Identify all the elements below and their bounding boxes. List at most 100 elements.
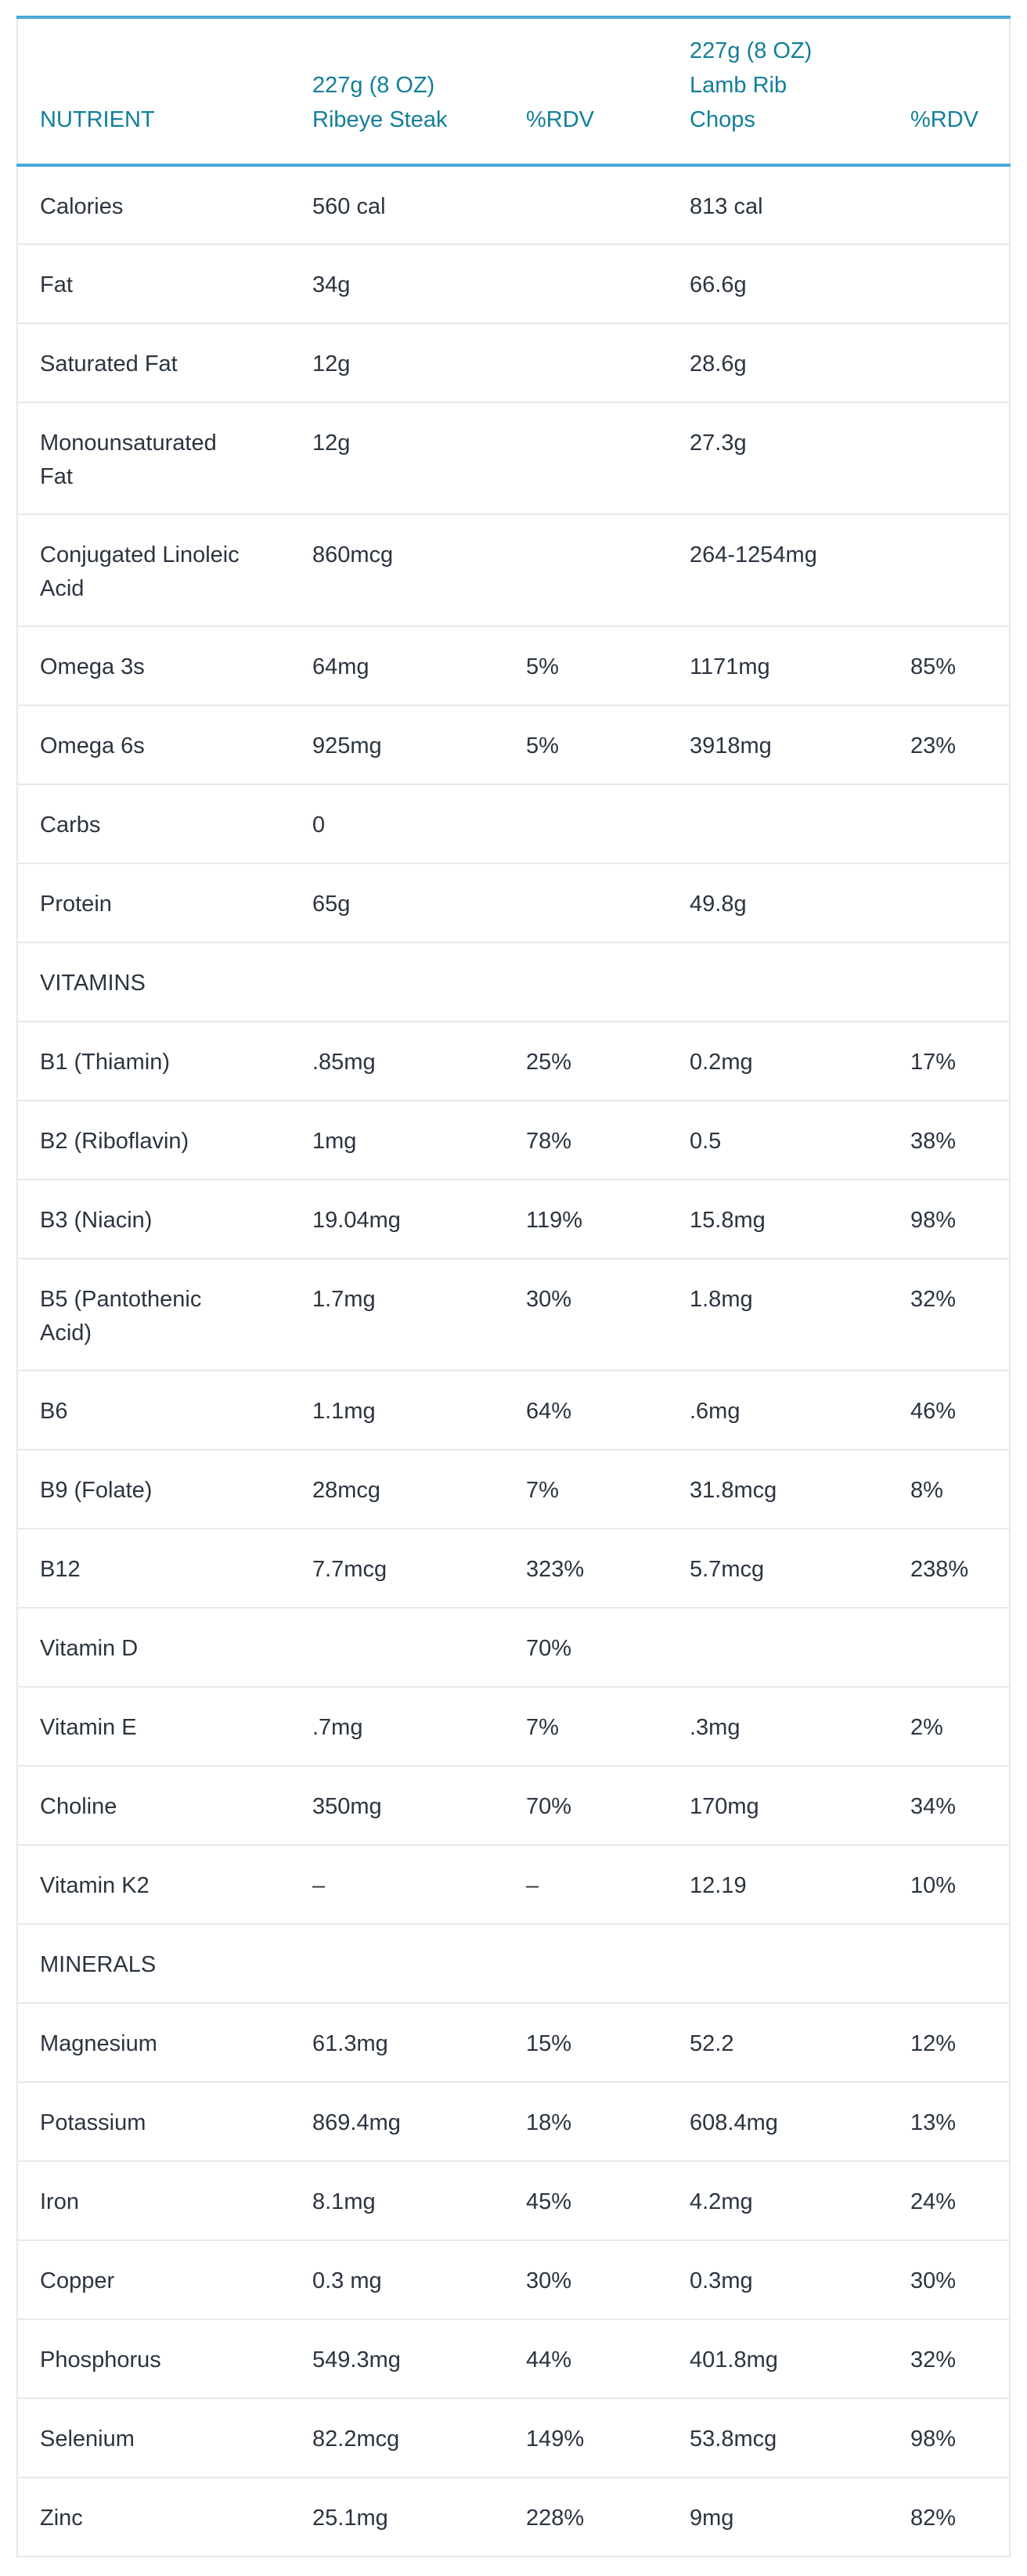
food2-amount: 1171mg <box>668 626 888 706</box>
food1-rdv: 45% <box>504 2161 668 2241</box>
food1-amount: 560 cal <box>290 165 504 245</box>
nutrient-name: Omega 3s <box>17 626 290 706</box>
table-row: Fat 34g 66.6g <box>17 244 1010 324</box>
nutrient-name-line: Omega 6s <box>40 733 145 758</box>
food1-rdv <box>504 165 668 245</box>
food1-amount: 7.7mcg <box>290 1529 504 1609</box>
food2-amount: 813 cal <box>668 165 888 245</box>
nutrient-name: B1 (Thiamin) <box>17 1021 290 1101</box>
nutrient-name-line: Vitamin E <box>40 1715 137 1740</box>
food1-amount: 28mcg <box>290 1450 504 1529</box>
header-rdv1: %RDV <box>504 17 668 167</box>
food2-rdv <box>888 244 1010 324</box>
food1-rdv: 30% <box>504 1259 668 1371</box>
food2-amount: 0.5 <box>668 1101 888 1180</box>
nutrient-name-line: Phosphorus <box>40 2347 161 2372</box>
food1-amount: 860mcg <box>290 514 504 627</box>
food1-amount: 12g <box>290 323 504 403</box>
food1-rdv: – <box>504 1845 668 1925</box>
food1-amount: 8.1mg <box>290 2161 504 2241</box>
table-row: Calories 560 cal 813 cal <box>17 165 1010 245</box>
table-body: Calories 560 cal 813 cal Fat 34g 66.6g Saturat… <box>17 165 1010 2557</box>
food2-amount: 31.8mcg <box>668 1450 888 1529</box>
food1-rdv: 30% <box>504 2240 668 2320</box>
table-row: Magnesium 61.3mg 15% 52.2 12% <box>17 2003 1010 2083</box>
nutrient-name-line: Carbs <box>40 812 101 838</box>
food2-amount: 401.8mg <box>668 2319 888 2399</box>
food1-rdv: 70% <box>504 1608 668 1688</box>
food1-amount <box>290 942 504 1022</box>
food1-rdv: 7% <box>504 1450 668 1529</box>
food1-rdv <box>504 784 668 864</box>
nutrient-name: B3 (Niacin) <box>17 1180 290 1259</box>
food2-amount: .6mg <box>668 1371 888 1450</box>
nutrient-name-line: Choline <box>40 1794 117 1819</box>
food2-rdv: 238% <box>888 1529 1010 1609</box>
header-nutrient: NUTRIENT <box>17 17 290 167</box>
nutrient-name-line: B12 <box>40 1557 81 1582</box>
food2-amount: 0.3mg <box>668 2240 888 2320</box>
table-row: Conjugated Linoleic Acid 860mcg 264-1254mg <box>17 514 1010 627</box>
nutrient-name-line: MINERALS <box>40 1952 157 1977</box>
food1-amount: 19.04mg <box>290 1180 504 1259</box>
food2-rdv <box>888 514 1010 627</box>
food1-amount: 1.7mg <box>290 1259 504 1371</box>
food1-amount: 12g <box>290 402 504 515</box>
table-row: B6 1.1mg 64% .6mg 46% <box>17 1371 1010 1450</box>
food1-amount: 549.3mg <box>290 2319 504 2399</box>
header-food1-line1: 227g (8 OZ) <box>312 73 435 98</box>
food1-rdv <box>504 244 668 324</box>
nutrient-name: Magnesium <box>17 2003 290 2083</box>
food2-rdv: 30% <box>888 2240 1010 2320</box>
nutrient-name: B12 <box>17 1529 290 1609</box>
table-row: Copper 0.3 mg 30% 0.3mg 30% <box>17 2240 1010 2320</box>
food1-rdv: 228% <box>504 2477 668 2557</box>
nutrient-name: Iron <box>17 2161 290 2241</box>
food2-rdv: 2% <box>888 1687 1010 1767</box>
nutrient-name-line: B2 (Riboflavin) <box>40 1129 189 1154</box>
food1-rdv <box>504 1924 668 2004</box>
header-food1-line2: Ribeye Steak <box>312 107 448 132</box>
header-food2: 227g (8 OZ) Lamb Rib Chops <box>668 17 888 167</box>
table-header: NUTRIENT 227g (8 OZ) Ribeye Steak %RDV 2… <box>17 17 1010 167</box>
food2-rdv: 46% <box>888 1371 1010 1450</box>
food2-amount: 27.3g <box>668 402 888 515</box>
food1-rdv <box>504 402 668 515</box>
food2-rdv <box>888 165 1010 245</box>
food1-amount: 82.2mcg <box>290 2398 504 2478</box>
food2-rdv <box>888 942 1010 1022</box>
food1-rdv: 18% <box>504 2082 668 2162</box>
table-row: B9 (Folate) 28mcg 7% 31.8mcg 8% <box>17 1450 1010 1529</box>
food1-rdv: 7% <box>504 1687 668 1767</box>
nutrient-name: Copper <box>17 2240 290 2320</box>
nutrient-name: Vitamin E <box>17 1687 290 1767</box>
nutrient-name: Saturated Fat <box>17 323 290 403</box>
food1-amount: – <box>290 1845 504 1925</box>
food2-rdv: 98% <box>888 2398 1010 2478</box>
nutrient-name-line: Acid) <box>40 1320 92 1346</box>
food1-rdv: 15% <box>504 2003 668 2083</box>
nutrient-name-line: Fat <box>40 272 73 297</box>
nutrient-name: Calories <box>17 165 290 245</box>
header-food2-line2: Lamb Rib <box>690 73 787 98</box>
nutrient-name-line: Vitamin D <box>40 1636 139 1661</box>
food1-amount: 61.3mg <box>290 2003 504 2083</box>
food2-amount <box>668 784 888 864</box>
nutrient-name: Fat <box>17 244 290 324</box>
food2-amount <box>668 1924 888 2004</box>
table-row: Selenium 82.2mcg 149% 53.8mcg 98% <box>17 2398 1010 2478</box>
food2-amount: 1.8mg <box>668 1259 888 1371</box>
food2-amount: 15.8mg <box>668 1180 888 1259</box>
table-row: Vitamin E .7mg 7% .3mg 2% <box>17 1687 1010 1767</box>
food2-amount: 4.2mg <box>668 2161 888 2241</box>
header-rdv2: %RDV <box>888 17 1010 167</box>
nutrient-name: Omega 6s <box>17 705 290 785</box>
table-row: B5 (Pantothenic Acid) 1.7mg 30% 1.8mg 32% <box>17 1259 1010 1371</box>
nutrient-name-line: Calories <box>40 194 124 219</box>
table-row: Choline 350mg 70% 170mg 34% <box>17 1766 1010 1846</box>
nutrition-table-container: NUTRIENT 227g (8 OZ) Ribeye Steak %RDV 2… <box>16 16 1011 2557</box>
food1-amount: 350mg <box>290 1766 504 1846</box>
food1-rdv <box>504 942 668 1022</box>
nutrient-name: Selenium <box>17 2398 290 2478</box>
food1-rdv: 119% <box>504 1180 668 1259</box>
